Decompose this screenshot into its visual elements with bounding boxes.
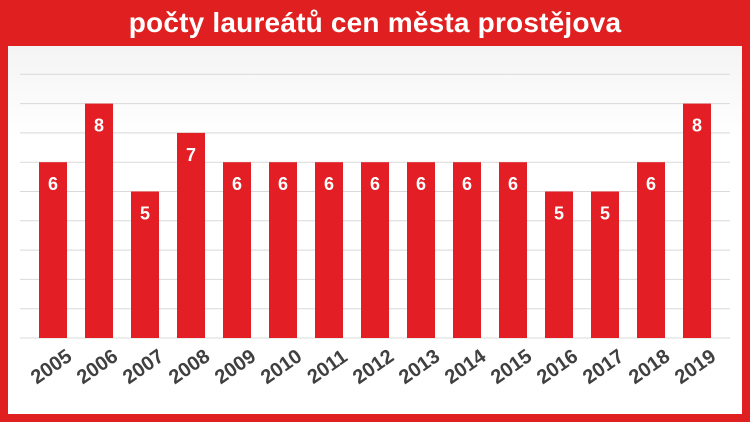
x-tick-label: 2014 bbox=[441, 345, 491, 389]
bar-value-label: 6 bbox=[232, 174, 242, 194]
bar-value-label: 6 bbox=[416, 174, 426, 194]
bar-value-label: 8 bbox=[692, 116, 702, 136]
bar bbox=[361, 162, 389, 338]
x-tick-label: 2010 bbox=[257, 345, 306, 389]
bar bbox=[407, 162, 435, 338]
x-tick-label: 2009 bbox=[211, 345, 260, 389]
bar bbox=[269, 162, 297, 338]
chart-title: počty laureátů cen města prostějova bbox=[128, 7, 622, 38]
data-labels: 6 8 5 7 6 6 6 6 6 6 6 5 5 6 8 bbox=[48, 116, 702, 224]
bar bbox=[683, 103, 711, 338]
bar-value-label: 6 bbox=[462, 174, 472, 194]
bar bbox=[39, 162, 67, 338]
bar bbox=[131, 191, 159, 338]
bar bbox=[591, 191, 619, 338]
x-tick-label: 2013 bbox=[395, 345, 444, 389]
bars bbox=[39, 103, 711, 338]
x-tick-label: 2007 bbox=[119, 345, 168, 389]
bar bbox=[545, 191, 573, 338]
bar-value-label: 6 bbox=[370, 174, 380, 194]
bar-value-label: 5 bbox=[140, 204, 150, 224]
x-tick-label: 2015 bbox=[487, 345, 536, 389]
bar bbox=[177, 132, 205, 338]
bar-chart: 6 8 5 7 6 6 6 6 6 6 6 5 5 6 8 200520062007200820092010… bbox=[20, 73, 730, 389]
bar bbox=[637, 162, 665, 338]
bar-value-label: 6 bbox=[324, 174, 334, 194]
x-tick-label: 2016 bbox=[533, 345, 582, 389]
x-tick-label: 2018 bbox=[625, 345, 674, 389]
bar-value-label: 6 bbox=[48, 174, 58, 194]
x-tick-label: 2019 bbox=[671, 345, 720, 389]
x-tick-label: 2005 bbox=[27, 345, 76, 389]
x-tick-label: 2011 bbox=[303, 346, 351, 389]
bar-value-label: 6 bbox=[508, 174, 518, 194]
bar-value-label: 5 bbox=[554, 204, 564, 224]
x-axis-ticks: 2005200620072008200920102011201220132014… bbox=[27, 345, 720, 389]
x-tick-label: 2008 bbox=[165, 345, 214, 389]
bar-value-label: 7 bbox=[186, 145, 196, 165]
bar-value-label: 6 bbox=[278, 174, 288, 194]
x-tick-label: 2017 bbox=[579, 345, 628, 389]
bar-value-label: 5 bbox=[600, 204, 610, 224]
plot-area: 6 8 5 7 6 6 6 6 6 6 6 5 5 6 8 2005 2006 2007 2008 2009 2010… bbox=[8, 46, 742, 414]
bar-value-label: 6 bbox=[646, 174, 656, 194]
bar-value-label: 8 bbox=[94, 116, 104, 136]
bar bbox=[453, 162, 481, 338]
bar bbox=[315, 162, 343, 338]
bar bbox=[223, 162, 251, 338]
bar bbox=[499, 162, 527, 338]
bar bbox=[85, 103, 113, 338]
x-tick-label: 2006 bbox=[73, 345, 122, 389]
x-tick-label: 2012 bbox=[349, 345, 398, 389]
